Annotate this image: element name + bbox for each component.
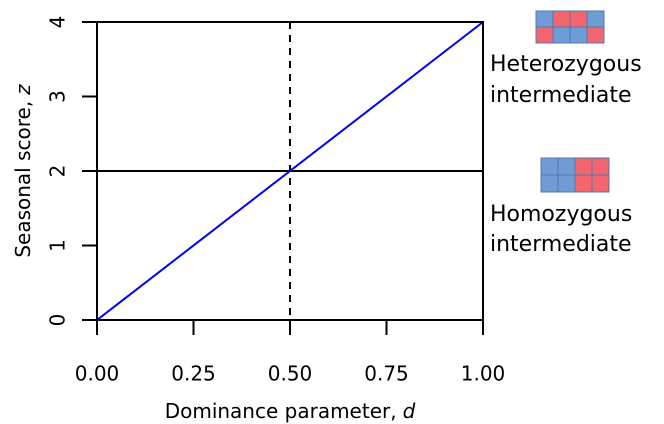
y-tick-label: 3 — [46, 90, 70, 103]
x-tick-label: 0.25 — [171, 362, 216, 386]
annotation: Homozygous — [490, 202, 632, 227]
y-tick-label: 1 — [46, 239, 70, 252]
annotation: intermediate — [490, 232, 632, 257]
x-tick-label: 0.50 — [268, 362, 313, 386]
y-label-var: z — [11, 84, 35, 96]
y-tick-label: 0 — [46, 314, 70, 327]
x-label-text: Dominance parameter, — [165, 399, 397, 423]
plot-frame — [96, 21, 484, 321]
hetero-icon — [535, 10, 605, 44]
y-label-text: Seasonal score, — [11, 101, 35, 258]
x-tick-label: 0.75 — [364, 362, 409, 386]
x-tick-label: 0.00 — [75, 362, 120, 386]
series-line — [96, 21, 484, 321]
y-axis-label: Seasonal score, z — [11, 84, 35, 258]
x-label-var: d — [403, 399, 416, 423]
annotation: Heterozygous — [490, 52, 642, 77]
y-tick-label: 4 — [46, 16, 70, 29]
annotation: intermediate — [490, 83, 632, 108]
x-axis-label: Dominance parameter, d — [165, 399, 416, 423]
x-tick-label: 1.00 — [461, 362, 506, 386]
homo-icon — [540, 157, 610, 193]
y-tick-label: 2 — [46, 165, 70, 178]
